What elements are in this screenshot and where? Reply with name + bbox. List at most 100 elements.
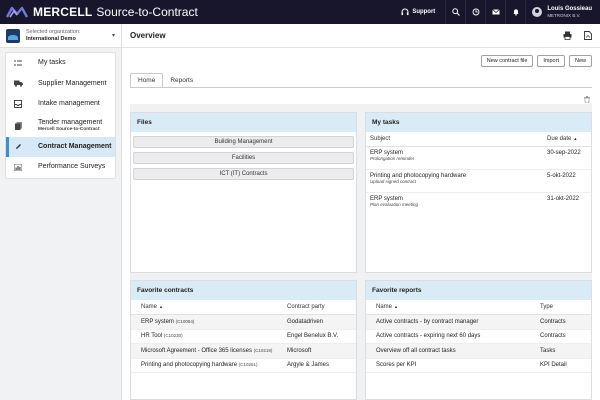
file-folder-button[interactable]: Building Management: [133, 136, 354, 148]
files-panel-title: Files: [131, 113, 356, 132]
truck-icon: [12, 80, 24, 88]
sidebar-item-label: Intake management: [38, 100, 100, 108]
sidebar-item-contract-management[interactable]: Contract Management: [6, 136, 115, 157]
my-tasks-panel-title: My tasks: [366, 113, 591, 132]
column-header-subject[interactable]: Subject: [370, 136, 391, 142]
sidebar-menu: My tasks Supplier Management Intake mana…: [5, 52, 116, 179]
column-header-name[interactable]: Name ▲: [376, 304, 540, 310]
sidebar-item-my-tasks[interactable]: My tasks: [6, 53, 115, 74]
table-row[interactable]: Active contracts - expiring next 60 days…: [366, 330, 591, 344]
top-bar: MERCELL Source-to-Contract Support Louis…: [0, 0, 600, 24]
file-folder-button[interactable]: Facilities: [133, 152, 354, 164]
organization-selector[interactable]: Selected organization: International Dem…: [0, 24, 121, 48]
inbox-icon: [12, 100, 24, 109]
table-row[interactable]: Overview off all contract tasks Tasks: [366, 344, 591, 359]
sidebar-item-supplier-management[interactable]: Supplier Management: [6, 74, 115, 95]
column-header-label: Name: [141, 304, 158, 310]
report-name: Scores per KPI: [376, 362, 417, 369]
mail-button[interactable]: [485, 0, 505, 24]
brand-name: MERCELL: [33, 5, 93, 19]
table-row[interactable]: Active contracts - by contract manager C…: [366, 315, 591, 330]
table-row[interactable]: ERP system Plan evaluation meeting 31-ok…: [366, 193, 591, 216]
column-header-name[interactable]: Name ▲: [141, 304, 287, 310]
new-button[interactable]: New: [568, 55, 592, 67]
sidebar-item-tender-management[interactable]: Tender management Mercell Source-to-Cont…: [6, 115, 115, 137]
table-row[interactable]: ERP system (C10084) Godatadriven: [131, 315, 356, 330]
support-label: Support: [412, 9, 436, 15]
report-type: KPI Detail: [540, 362, 567, 369]
product-name: Source-to-Contract: [96, 5, 198, 19]
bell-icon: [513, 9, 519, 16]
contract-name: Microsoft Agreement - Office 365 license…: [141, 347, 252, 354]
column-header-type[interactable]: Type: [540, 304, 554, 310]
organization-name: International Demo: [26, 35, 76, 42]
favorite-contracts-panel-title: Favorite contracts: [131, 281, 356, 300]
contract-party: Engel Benelux B.V.: [287, 333, 339, 340]
import-button[interactable]: Import: [537, 55, 565, 67]
table-row[interactable]: Scores per KPI KPI Detail: [366, 359, 591, 373]
column-header-due-date[interactable]: Due date ▲: [547, 136, 577, 142]
tab-reports[interactable]: Reports: [170, 77, 194, 84]
files-panel: Files Building Management Facilities ICT…: [130, 112, 357, 273]
table-row[interactable]: Printing and photocopying hardware (C102…: [131, 359, 356, 373]
favorite-reports-panel-title: Favorite reports: [366, 281, 591, 300]
file-folder-button[interactable]: ICT (IT) Contracts: [133, 168, 354, 180]
sidebar-item-label: My tasks: [38, 59, 66, 67]
print-icon[interactable]: [563, 31, 572, 40]
search-button[interactable]: [445, 0, 465, 24]
contract-party: Godatadriven: [287, 318, 324, 325]
sidebar: Selected organization: International Dem…: [0, 24, 122, 400]
dashboard-content: Files Building Management Facilities ICT…: [130, 104, 592, 400]
documents-icon: [12, 121, 24, 130]
chart-icon: [12, 163, 24, 171]
report-name: Overview off all contract tasks: [376, 347, 456, 354]
history-button[interactable]: [465, 0, 485, 24]
contract-party: Argyle & James: [287, 362, 330, 369]
table-header: Subject Due date ▲: [366, 132, 591, 147]
sidebar-item-sublabel: Mercell Source-to-Contract: [38, 126, 100, 132]
notifications-button[interactable]: [505, 0, 525, 24]
tab-divider: [130, 87, 592, 88]
table-row[interactable]: Microsoft Agreement - Office 365 license…: [131, 344, 356, 359]
mail-icon: [492, 9, 500, 15]
table-header: Name ▲ Type: [366, 300, 591, 315]
sidebar-item-label: Performance Surveys: [38, 163, 106, 171]
contract-party: Microsoft: [287, 347, 312, 354]
tab-home[interactable]: Home: [130, 73, 164, 88]
sidebar-item-intake-management[interactable]: Intake management: [6, 94, 115, 115]
task-note: Prolongation reminder: [370, 156, 415, 161]
sidebar-item-performance-surveys[interactable]: Performance Surveys: [6, 157, 115, 178]
task-due-date: 31-okt-2022: [547, 196, 580, 202]
contract-code: (C10084): [175, 318, 195, 324]
contract-name: HR Tool: [141, 333, 163, 340]
column-header-contract-party[interactable]: Contract party: [287, 304, 325, 310]
table-row[interactable]: HR Tool (C10230) Engel Benelux B.V.: [131, 330, 356, 344]
task-note: Upload signed contract: [370, 179, 417, 184]
new-contract-file-button[interactable]: New contract file: [480, 55, 534, 67]
table-header: Name ▲ Contract party: [131, 300, 356, 315]
support-link[interactable]: Support: [401, 0, 445, 24]
contract-code: (C10251): [238, 362, 258, 368]
search-icon: [452, 8, 460, 16]
contract-name: ERP system: [141, 318, 174, 325]
task-due-date: 30-sep-2022: [547, 150, 581, 156]
sort-ascending-icon: ▲: [159, 304, 163, 309]
contract-name: Printing and photocopying hardware: [141, 362, 238, 369]
user-menu[interactable]: Louis Gossieau METRONIX B.V.: [525, 0, 600, 24]
tab-bar: Home Reports: [130, 73, 200, 88]
column-header-label: Due date: [547, 136, 572, 142]
mercell-logo-icon: [6, 6, 28, 18]
favorite-contracts-panel: Favorite contracts Name ▲ Contract party …: [130, 280, 357, 400]
table-row[interactable]: ERP system Prolongation reminder 30-sep-…: [366, 147, 591, 170]
table-row[interactable]: Printing and photocopying hardware Uploa…: [366, 170, 591, 193]
trash-icon[interactable]: [584, 96, 590, 103]
organization-logo: [6, 28, 20, 43]
sidebar-item-label: Supplier Management: [38, 79, 107, 87]
mercell-logo[interactable]: MERCELL Source-to-Contract: [6, 5, 198, 19]
export-pdf-icon[interactable]: [584, 31, 592, 40]
task-note: Plan evaluation meeting: [370, 202, 419, 207]
task-subject: Printing and photocopying hardware: [370, 173, 467, 179]
page-title: Overview: [130, 31, 166, 40]
main-area: Overview New contract file Import New Ho…: [122, 24, 600, 400]
task-subject: ERP system: [370, 150, 403, 156]
